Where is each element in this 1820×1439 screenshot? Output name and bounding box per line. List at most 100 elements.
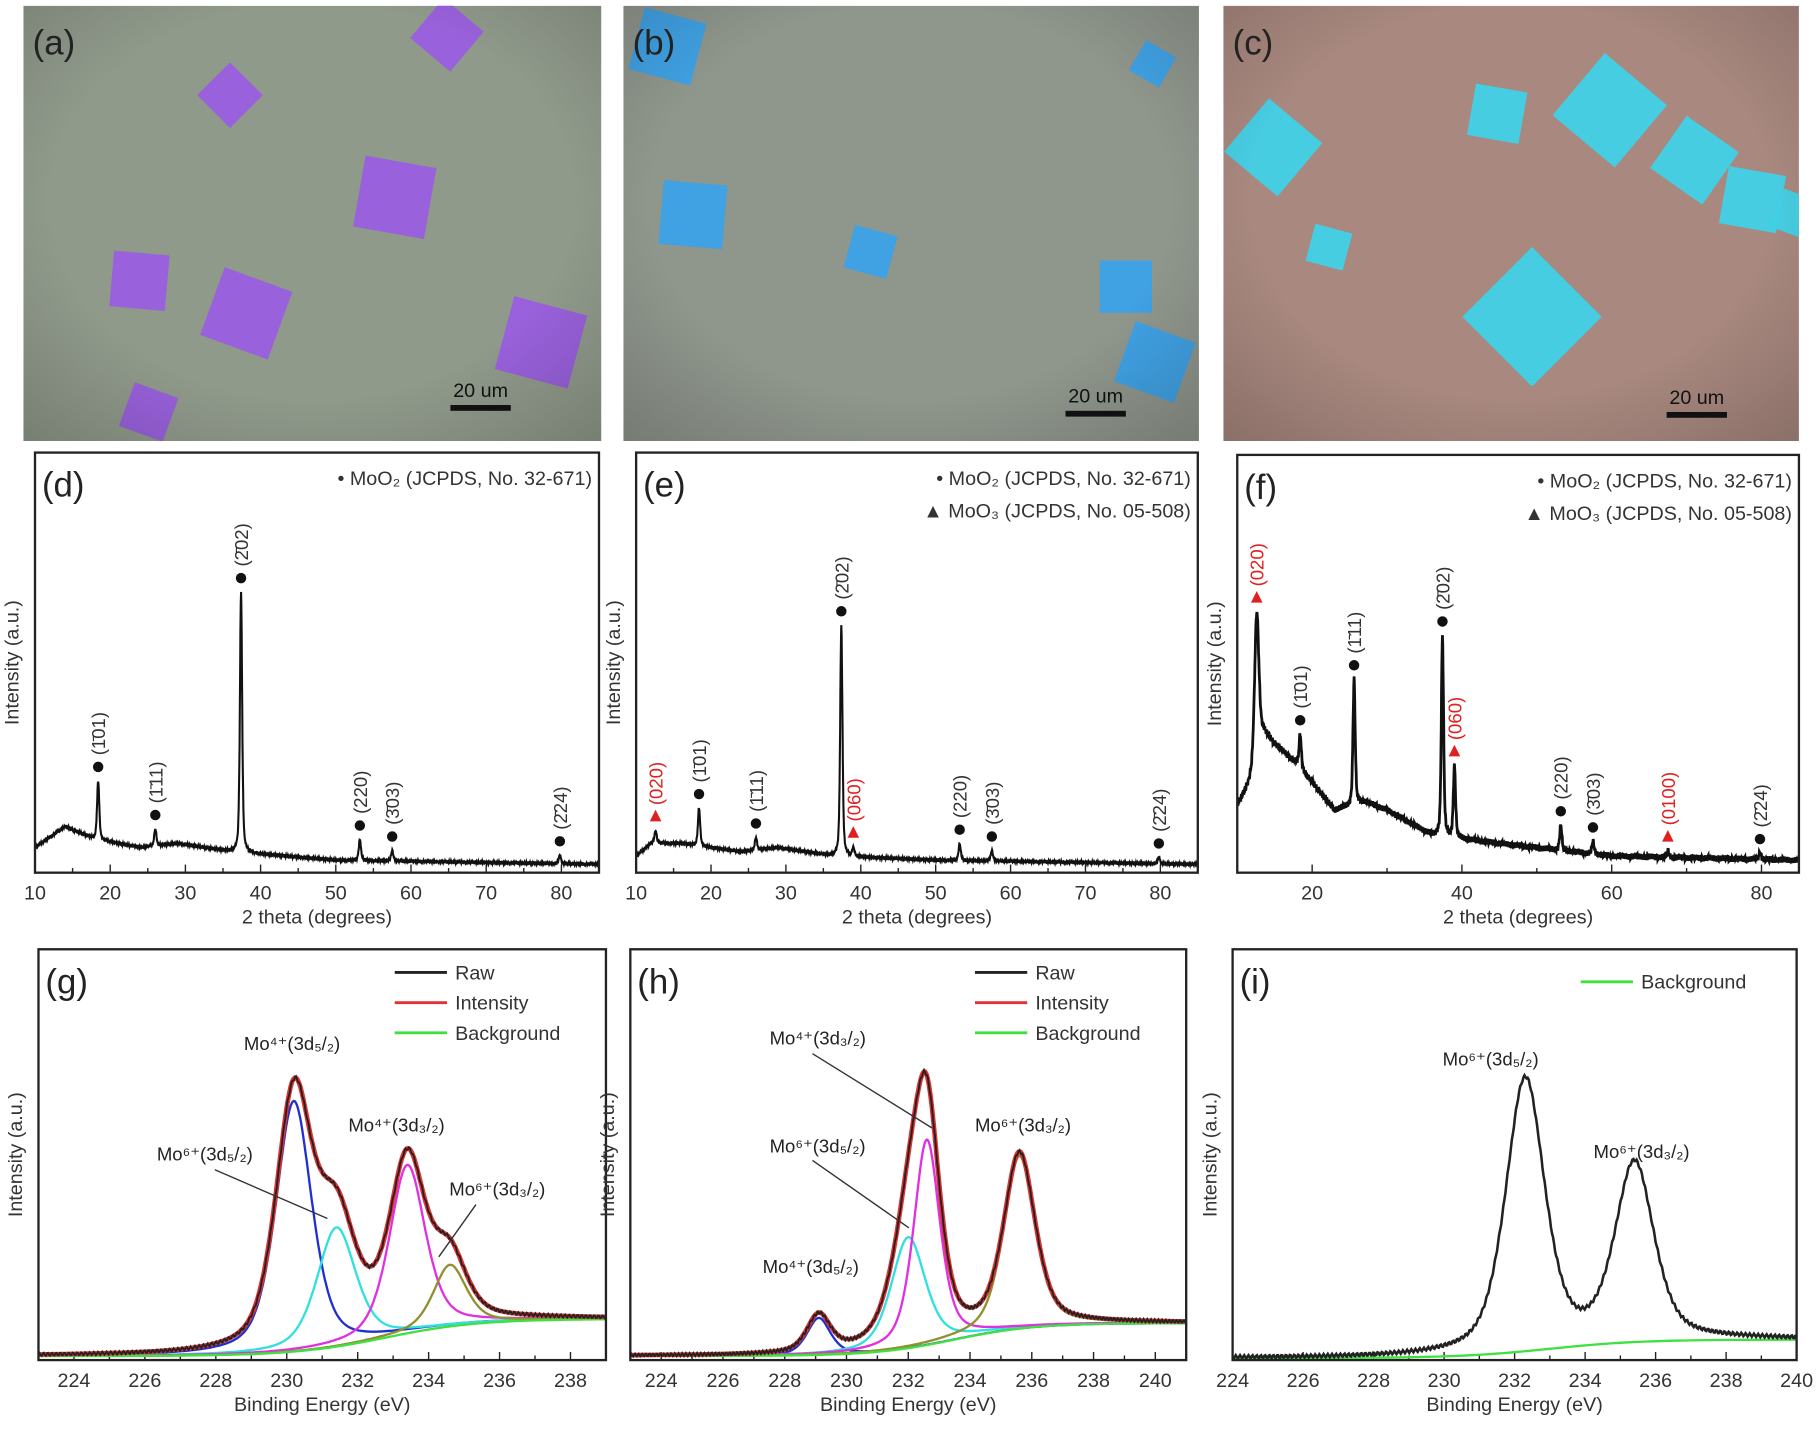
peak-label: (3̄03) [382, 782, 403, 825]
mo-o2-marker [750, 818, 762, 829]
mo-o2-marker [954, 824, 965, 835]
micrograph-b: (b) 20 um [623, 5, 1199, 441]
x-axis-label: 2 theta (degrees) [842, 907, 992, 929]
peak-label: (220) [350, 771, 371, 814]
x-tick-label: 236 [1015, 1370, 1048, 1392]
x-tick-label: 224 [57, 1370, 90, 1392]
x-tick-label: 20 [700, 882, 722, 904]
y-axis-label: Intensity (a.u.) [2, 600, 24, 725]
peak-annotation: Mo⁶⁺(3d₃/₂) [975, 1114, 1071, 1135]
background-curve [630, 1322, 1186, 1358]
x-tick-label: 20 [99, 882, 121, 904]
mo-o3-marker [649, 809, 662, 822]
peak-label: (2̄24) [1750, 784, 1771, 827]
peak-label: (060) [1444, 697, 1465, 740]
background-curve [38, 1318, 606, 1358]
mo-o2-marker [1294, 715, 1306, 726]
panel-letter: (g) [45, 962, 88, 1001]
annotation-arrow [438, 1204, 477, 1258]
x-tick-label: 80 [550, 882, 572, 904]
xrd-pattern [1237, 611, 1799, 867]
peak-annotation: Mo⁶⁺(3d₅/₂) [1443, 1048, 1539, 1069]
x-tick-label: 238 [554, 1370, 587, 1392]
xrd-pattern [34, 591, 599, 869]
x-tick-label: 228 [199, 1370, 232, 1392]
peak-label: (1̄01) [689, 739, 710, 782]
mo-o2-marker [836, 606, 847, 617]
peak-label: (3̄03) [1583, 772, 1604, 815]
x-tick-label: 230 [270, 1370, 303, 1392]
legend-entry: Background [1641, 972, 1746, 994]
peak-label: (2̄02) [831, 556, 852, 599]
plot-frame [634, 451, 1199, 874]
y-axis-label: Intensity (a.u.) [597, 1092, 619, 1217]
x-tick-label: 236 [1639, 1370, 1672, 1392]
mo-o2-marker [354, 820, 366, 831]
scale-bar [450, 405, 511, 411]
peak-label: (3̄03) [982, 782, 1003, 825]
mo-o2-marker [1587, 822, 1599, 833]
x-tick-label: 50 [325, 882, 347, 904]
mo-o3-marker [847, 826, 860, 838]
x-tick-label: 234 [1569, 1370, 1602, 1392]
x-tick-label: 224 [645, 1370, 678, 1392]
raw-curve [38, 1074, 606, 1358]
x-tick-label: 30 [775, 882, 797, 904]
micrograph-a: (a) 20 um [23, 5, 602, 441]
mo-o2-marker [693, 788, 705, 800]
panel-letter: (b) [633, 24, 676, 63]
scale-bar-label: 20 um [1669, 387, 1724, 409]
plot-frame [37, 948, 608, 1362]
scale-bar [1065, 410, 1126, 417]
peak-label: (1̄01) [1290, 665, 1311, 708]
legend-entry: • MoO₂ (JCPDS, No. 32-671) [1537, 470, 1792, 492]
x-tick-label: 226 [128, 1370, 161, 1392]
x-tick-label: 60 [400, 882, 422, 904]
x-tick-label: 60 [1601, 882, 1623, 904]
legend-entry: ▲ MoO₃ (JCPDS, No. 05-508) [1524, 503, 1792, 525]
legend-entry: Raw [455, 962, 495, 984]
peak-label: (1̄01) [88, 712, 109, 755]
panel-letter: (e) [643, 466, 686, 505]
peak-annotation: Mo⁶⁺(3d₅/₂) [157, 1143, 253, 1164]
legend-entry: • MoO₂ (JCPDS, No. 32-671) [936, 468, 1191, 490]
plot-frame [1236, 453, 1801, 874]
x-tick-label: 10 [24, 882, 46, 904]
legend-entry: Background [455, 1023, 560, 1045]
x-tick-label: 80 [1751, 882, 1773, 904]
mo-o2-marker [1348, 660, 1360, 671]
envelope-curve [630, 1069, 1186, 1358]
mo-o2-marker [235, 572, 247, 584]
chart-i: 224 226 228 230 232 234 236 238 240 Binding Energ… [1199, 948, 1813, 1416]
fit-component [630, 1154, 1186, 1357]
peak-annotation: Mo⁴⁺(3d₅/₂) [244, 1033, 340, 1054]
peak-label: (060) [843, 778, 864, 821]
x-tick-label: 230 [1428, 1370, 1461, 1392]
legend-entry: • MoO₂ (JCPDS, No. 32-671) [337, 468, 592, 490]
x-tick-label: 20 [1301, 882, 1323, 904]
peak-annotation: Mo⁶⁺(3d₃/₂) [449, 1178, 545, 1199]
plot-frame [1231, 948, 1798, 1362]
x-tick-label: 238 [1077, 1370, 1110, 1392]
x-tick-label: 240 [1780, 1370, 1813, 1392]
peak-annotation: Mo⁴⁺(3d₃/₂) [770, 1027, 866, 1048]
x-tick-label: 226 [1287, 1370, 1320, 1392]
x-tick-label: 10 [625, 882, 647, 904]
peak-label: (1̄11) [1344, 612, 1365, 654]
x-tick-label: 232 [1498, 1370, 1531, 1392]
x-tick-label: 238 [1710, 1370, 1743, 1392]
raw-curve [1232, 1072, 1797, 1361]
scale-bar [1666, 411, 1727, 418]
x-tick-label: 224 [1216, 1370, 1249, 1392]
x-axis-label: 2 theta (degrees) [1443, 907, 1593, 929]
x-tick-label: 230 [830, 1370, 863, 1392]
mo-o3-marker [1448, 744, 1461, 757]
mo-o2-marker [150, 809, 161, 821]
chart-g: 224 226 228 230 232 234 236 238 Binding Energy (… [5, 948, 608, 1416]
y-axis-label: Intensity (a.u.) [5, 1092, 27, 1217]
y-axis-label: Intensity (a.u.) [1204, 601, 1226, 726]
x-tick-label: 60 [1000, 882, 1022, 904]
x-axis-label: 2 theta (degrees) [242, 907, 392, 929]
legend-entry: Raw [1035, 962, 1075, 984]
